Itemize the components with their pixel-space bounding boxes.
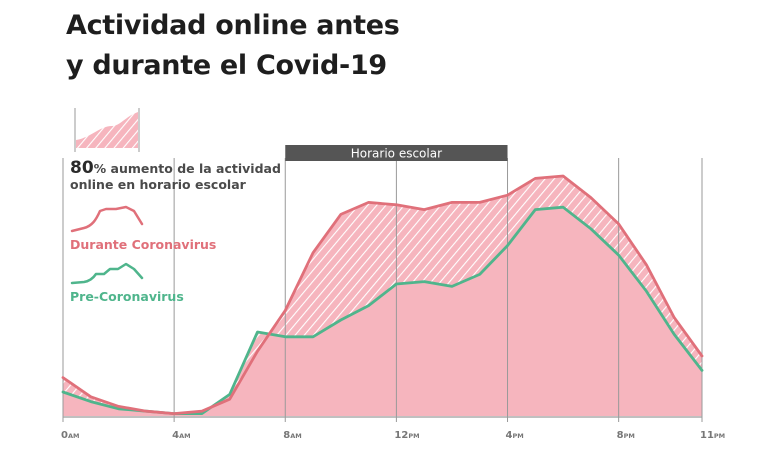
x-tick-label-0: 0AM bbox=[61, 430, 79, 441]
legend-increase-text: 80% aumento de la actividad online en ho… bbox=[70, 160, 300, 193]
x-tick-label-4: 4PM bbox=[506, 430, 524, 441]
chart-title: Actividad online antes y durante el Covi… bbox=[66, 6, 400, 86]
x-tick-suffix-6: PM bbox=[714, 432, 725, 440]
x-tick-suffix-1: AM bbox=[179, 432, 191, 440]
legend-during-line-sample bbox=[70, 205, 144, 233]
legend-increase-value: 80 bbox=[70, 158, 94, 178]
legend-increase-description: aumento de la actividad online en horari… bbox=[70, 161, 281, 192]
legend-pre-label: Pre-Coronavirus bbox=[70, 289, 184, 304]
x-tick-suffix-2: AM bbox=[290, 432, 302, 440]
x-tick-label-6: 11PM bbox=[700, 430, 725, 441]
x-tick-number-6: 11 bbox=[700, 430, 714, 441]
x-tick-suffix-3: PM bbox=[408, 432, 419, 440]
x-tick-label-2: 8AM bbox=[283, 430, 301, 441]
legend-hatch-swatch bbox=[74, 108, 140, 152]
series-line-durante-coronavirus bbox=[61, 174, 704, 415]
x-tick-number-0: 0 bbox=[61, 430, 68, 441]
x-tick-suffix-5: PM bbox=[624, 432, 635, 440]
chart-title-line-2: y durante el Covid-19 bbox=[66, 50, 387, 81]
x-tick-number-1: 4 bbox=[172, 430, 179, 441]
legend-increase-symbol: % bbox=[93, 161, 107, 176]
school-hours-band bbox=[285, 145, 508, 161]
x-tick-suffix-0: AM bbox=[68, 432, 80, 440]
chart-title-line-1: Actividad online antes bbox=[66, 10, 400, 41]
x-tick-number-4: 4 bbox=[506, 430, 513, 441]
legend-hatch-area bbox=[76, 112, 138, 148]
legend-pre-line-sample bbox=[70, 262, 144, 285]
x-tick-number-3: 12 bbox=[394, 430, 408, 441]
x-tick-label-5: 8PM bbox=[617, 430, 635, 441]
x-tick-label-3: 12PM bbox=[394, 430, 419, 441]
school-hours-band-label: Horario escolar bbox=[351, 147, 442, 161]
x-tick-suffix-4: PM bbox=[512, 432, 523, 440]
x-tick-label-1: 4AM bbox=[172, 430, 190, 441]
legend-during-label: Durante Coronavirus bbox=[70, 237, 217, 252]
x-tick-number-5: 8 bbox=[617, 430, 624, 441]
x-tick-number-2: 8 bbox=[283, 430, 290, 441]
